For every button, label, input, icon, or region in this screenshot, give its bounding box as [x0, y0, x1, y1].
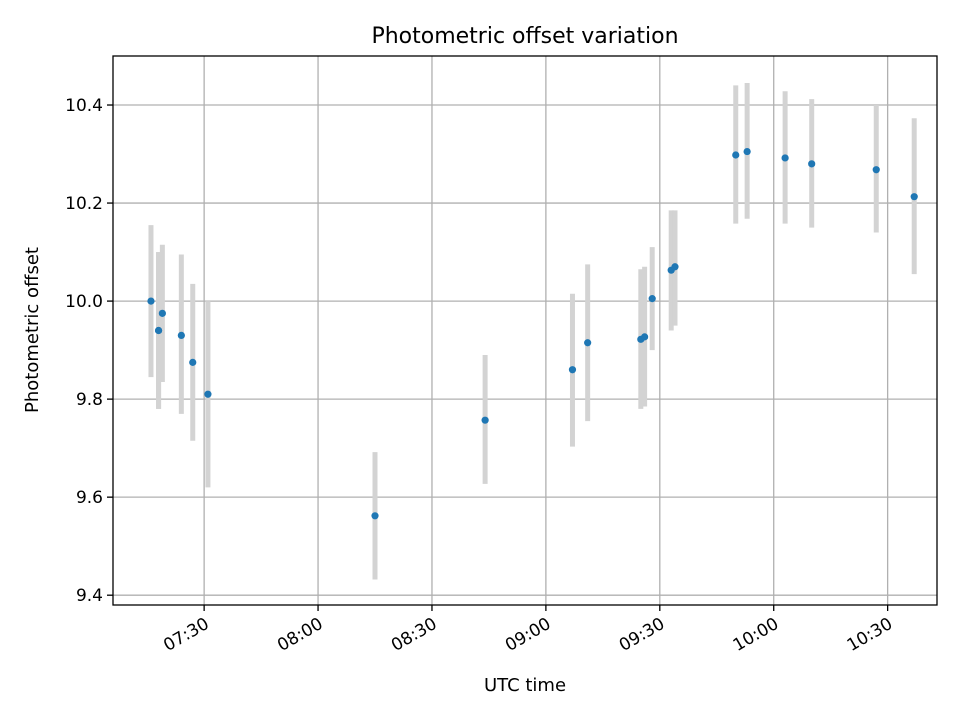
y-tick-label: 10.2 [65, 194, 103, 214]
data-point [808, 160, 816, 168]
x-tick-label: 08:00 [274, 614, 326, 656]
x-tick-label: 08:30 [388, 614, 440, 656]
data-point [781, 154, 789, 162]
data-point [584, 339, 592, 347]
data-point [872, 166, 880, 174]
y-tick-label: 9.8 [76, 390, 103, 410]
data-point [732, 151, 740, 159]
x-tick-label: 09:00 [502, 614, 554, 656]
x-tick-label: 10:00 [730, 614, 782, 656]
y-tick-label: 10.4 [65, 96, 103, 116]
chart-title: Photometric offset variation [371, 24, 678, 49]
data-point [147, 297, 155, 305]
point-layer [147, 147, 918, 520]
y-tick-label: 9.4 [76, 586, 103, 606]
errorbar-layer [148, 82, 917, 580]
data-point [158, 309, 166, 317]
data-point [154, 326, 163, 335]
data-point [177, 331, 185, 340]
data-point [204, 390, 212, 398]
y-tick-label: 10.0 [65, 292, 103, 312]
data-point [671, 263, 679, 271]
data-point [648, 295, 656, 303]
x-tick-label: 07:30 [160, 614, 212, 656]
plot-frame [112, 55, 938, 606]
y-tick-label: 9.6 [76, 488, 103, 508]
x-tick-label: 09:30 [616, 614, 668, 656]
x-axis-label: UTC time [484, 675, 566, 696]
data-point [568, 366, 577, 374]
data-point [743, 147, 751, 156]
data-point [910, 193, 918, 201]
y-axis-label: Photometric offset [22, 247, 43, 413]
tick-layer: 07:30 08:00 08:30 09:00 09:30 10:00 10:30 9.4 9.… [65, 96, 896, 656]
data-point [481, 416, 489, 424]
data-point [371, 512, 379, 520]
data-point [189, 358, 197, 366]
data-point [641, 333, 649, 341]
grid-layer [113, 56, 937, 605]
x-tick-label: 10:30 [844, 614, 896, 656]
